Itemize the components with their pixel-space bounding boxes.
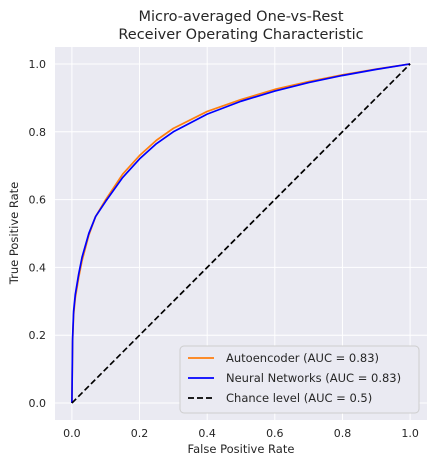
x-tick-labels: 0.0 0.2 0.4 0.6 0.8 1.0 (63, 427, 419, 440)
y-tick-labels: 0.0 0.2 0.4 0.6 0.8 1.0 (29, 58, 47, 410)
legend-label-0: Autoencoder (AUC = 0.83) (226, 351, 379, 365)
y-tick-label: 0.6 (29, 194, 47, 207)
x-tick-label: 0.8 (334, 427, 352, 440)
grid (55, 47, 427, 420)
chart-title-line-1: Micro-averaged One-vs-Rest (138, 9, 343, 25)
y-axis-label: True Positive Rate (7, 182, 21, 285)
legend-box (179, 345, 420, 414)
x-tick-label: 1.0 (401, 427, 419, 440)
y-tick-label: 0.2 (29, 329, 47, 342)
x-tick-label: 0.0 (63, 427, 81, 440)
y-tick-label: 0.8 (29, 126, 47, 139)
y-tick-label: 0.4 (29, 261, 47, 274)
legend-label-1: Neural Networks (AUC = 0.83) (226, 371, 401, 385)
y-tick-label: 1.0 (29, 58, 47, 71)
y-tick-label: 0.0 (29, 397, 47, 410)
series-line-2 (71, 63, 411, 404)
chart-title-line-2: Receiver Operating Characteristic (118, 27, 363, 43)
x-tick-label: 0.6 (266, 427, 284, 440)
x-tick-label: 0.2 (131, 427, 149, 440)
series-lines (71, 63, 411, 404)
x-tick-label: 0.4 (198, 427, 216, 440)
x-axis-label: False Positive Rate (188, 442, 295, 456)
legend: Autoencoder (AUC = 0.83) Neural Networks … (179, 345, 420, 414)
legend-label-2: Chance level (AUC = 0.5) (226, 391, 372, 405)
series-line-1 (71, 63, 411, 404)
